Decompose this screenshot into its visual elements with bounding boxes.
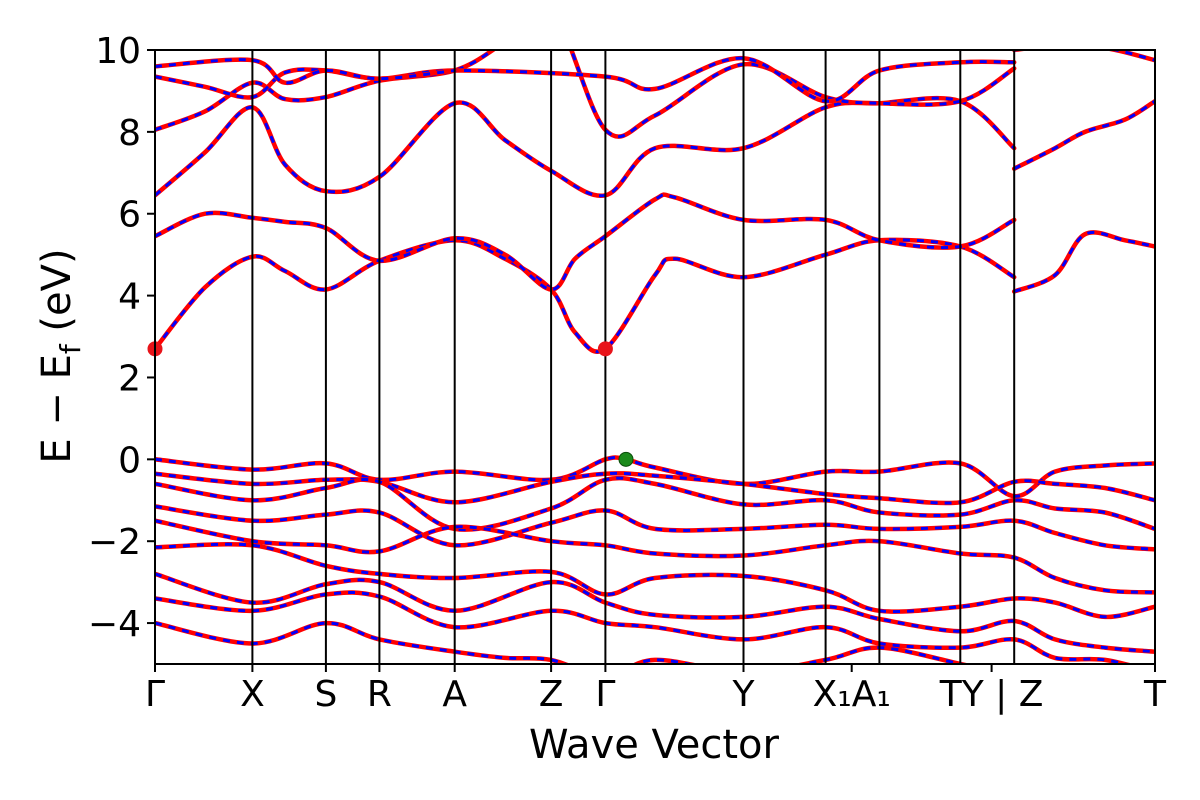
x-tick-label: R [367,674,392,715]
band-line-spin-down-0 [155,238,1015,354]
band-line-spin-down-4 [155,56,1015,103]
x-tick-label: Y [732,674,756,715]
band-line-spin-down-16 [155,590,1131,664]
band-line-spin-down-6 [1013,230,1155,293]
bands [155,50,1155,664]
y-tick-label: −2 [88,522,141,563]
band-line-spin-up-2 [155,95,1017,199]
vbm-marker-2 [618,451,634,467]
band-line-spin-down-7 [1013,99,1155,171]
y-tick-label: −4 [88,604,141,645]
y-tick-label: 0 [118,440,141,481]
band-line-spin-up-10 [155,471,1155,506]
band-line-spin-up-1 [155,192,1017,292]
x-tick-label: X₁A₁ [813,674,891,715]
x-tick-label: T [1143,674,1167,715]
cbm-marker-1 [597,341,613,357]
band-line-spin-down-10 [155,471,1155,505]
band-line-spin-down-1 [155,193,1015,291]
band-line-spin-up-0 [155,237,1017,354]
x-tick-label: A [442,674,467,715]
y-axis-title: E − Ef (eV) [34,248,87,463]
plot-frame [154,49,1156,665]
y-axis-title-subscript: f [54,343,87,354]
band-line-spin-up-13 [155,518,1155,595]
x-tick-label: Γ [595,674,615,715]
band-line-spin-down-13 [155,519,1155,594]
x-tick-label: Z [539,674,564,715]
y-tick-label: 2 [118,358,141,399]
x-tick-label: Γ [145,674,165,715]
x-tick-label: TY | Z [939,674,1044,715]
y-axis-title-unit: (eV) [34,248,80,344]
band-line-spin-down-14 [155,542,1155,619]
x-tick-label: S [314,674,337,715]
band-line-spin-down-2 [155,96,1016,198]
axis-labels: Wave Vector E − Ef (eV) [34,248,780,768]
y-tick-label: 8 [118,113,141,154]
x-tick-label: X [240,674,265,715]
y-tick-label: 10 [95,31,141,72]
band-line-spin-up-8 [1011,50,1155,63]
band-line-spin-down-12 [155,504,1155,551]
y-axis-title-main: E − E [34,354,80,464]
band-line-spin-down-5 [155,58,455,85]
y-tick-label: 4 [118,277,141,318]
band-line-spin-up-4 [155,55,1017,104]
band-line-spin-down-15 [155,572,1155,654]
band-line-spin-up-7 [1011,98,1155,171]
band-line-spin-up-17 [155,620,971,664]
x-axis-title: Wave Vector [529,722,780,768]
band-line-spin-down-11 [155,476,1155,532]
y-tick-label: 6 [118,195,141,236]
band-line-spin-up-3 [155,50,1017,139]
